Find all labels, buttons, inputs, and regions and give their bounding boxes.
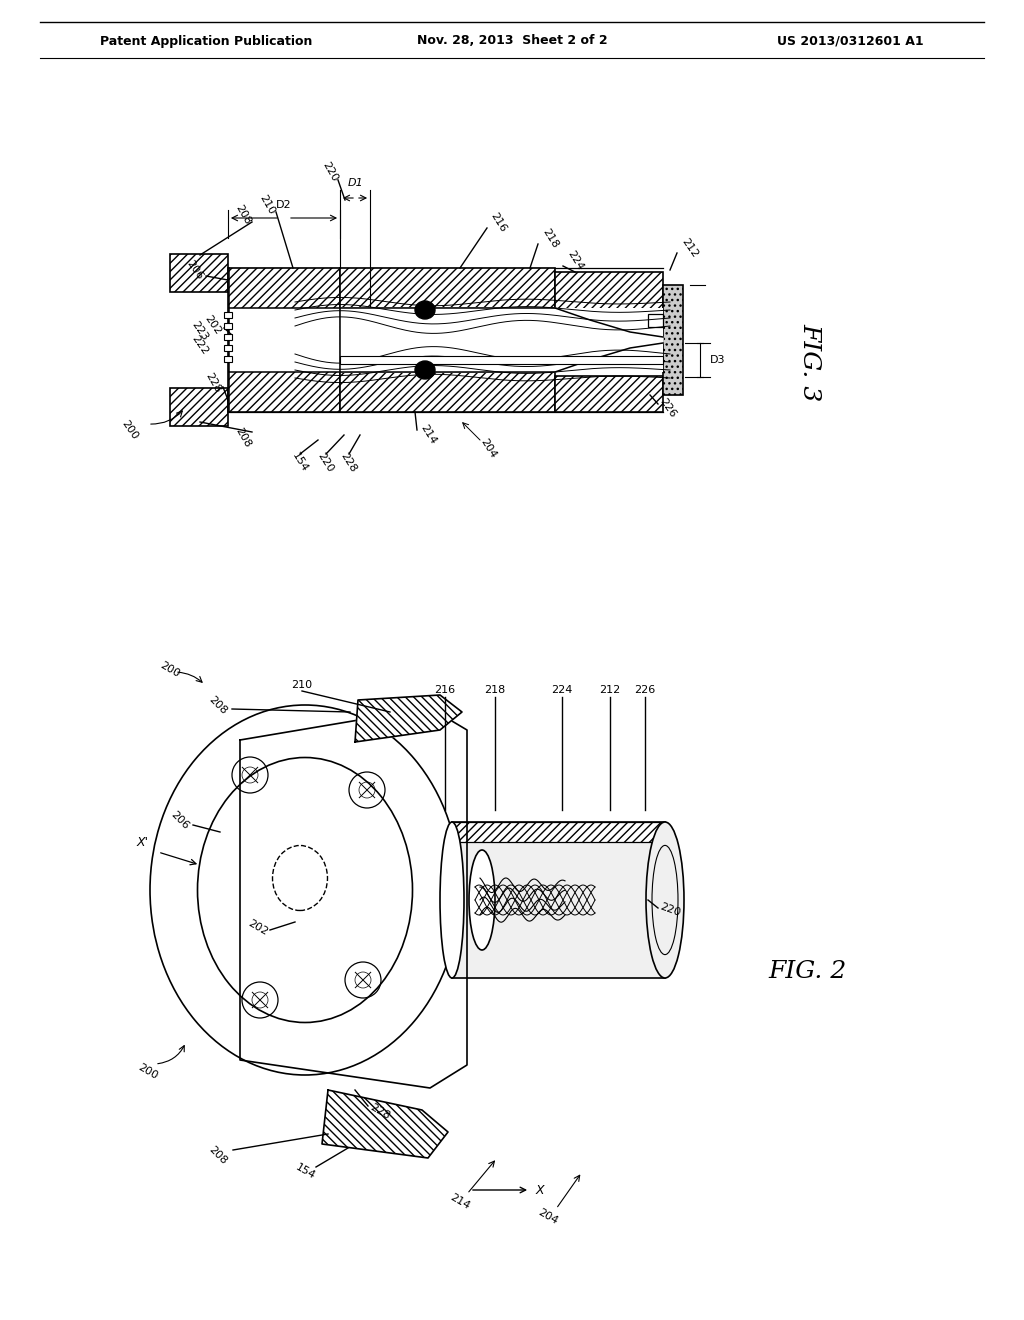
Bar <box>663 285 683 395</box>
Bar <box>340 308 663 372</box>
Bar <box>340 372 555 412</box>
Ellipse shape <box>150 705 460 1074</box>
Text: 154: 154 <box>293 1163 316 1181</box>
Text: 204: 204 <box>478 437 498 459</box>
Text: D2: D2 <box>276 201 292 210</box>
Text: 228: 228 <box>338 450 358 474</box>
Ellipse shape <box>469 850 495 950</box>
Bar <box>170 253 228 292</box>
Ellipse shape <box>646 822 684 978</box>
Text: Nov. 28, 2013  Sheet 2 of 2: Nov. 28, 2013 Sheet 2 of 2 <box>417 34 607 48</box>
Text: 220: 220 <box>321 160 340 183</box>
Text: 228: 228 <box>369 1102 392 1122</box>
Text: 224: 224 <box>551 685 572 696</box>
Text: 226: 226 <box>657 396 678 420</box>
Text: 216: 216 <box>488 210 508 234</box>
Bar <box>340 268 555 308</box>
Text: 200: 200 <box>159 660 181 680</box>
Bar <box>555 272 663 310</box>
Polygon shape <box>322 1090 449 1158</box>
Text: 154: 154 <box>290 450 310 474</box>
Text: US 2013/0312601 A1: US 2013/0312601 A1 <box>777 34 924 48</box>
Text: 228: 228 <box>204 371 222 395</box>
Ellipse shape <box>440 822 464 978</box>
Bar <box>555 376 663 412</box>
Text: 204: 204 <box>537 1208 560 1226</box>
Bar <box>340 268 555 308</box>
Text: 220: 220 <box>315 450 335 474</box>
Polygon shape <box>355 696 462 742</box>
Bar <box>224 356 232 362</box>
Ellipse shape <box>198 758 413 1023</box>
Ellipse shape <box>415 360 435 379</box>
Text: D3: D3 <box>711 355 726 366</box>
Text: 226: 226 <box>635 685 655 696</box>
Text: 222: 222 <box>189 334 210 356</box>
Bar <box>170 388 228 426</box>
Text: 206: 206 <box>185 259 205 281</box>
Bar <box>224 334 232 341</box>
Text: 212: 212 <box>680 236 700 260</box>
Text: 224: 224 <box>565 248 585 272</box>
Bar <box>170 253 228 292</box>
Polygon shape <box>240 708 467 1088</box>
Text: X: X <box>536 1184 545 1196</box>
Bar <box>170 388 228 426</box>
Text: 212: 212 <box>599 685 621 696</box>
Polygon shape <box>340 308 663 372</box>
Bar <box>555 376 663 412</box>
Bar <box>228 268 340 412</box>
Text: 218: 218 <box>484 685 506 696</box>
Text: 214: 214 <box>418 422 438 446</box>
Bar <box>340 356 663 364</box>
Text: 210: 210 <box>292 680 312 690</box>
Text: 208: 208 <box>233 203 253 227</box>
Bar <box>648 314 663 327</box>
Text: 220: 220 <box>658 902 682 919</box>
Text: 210: 210 <box>257 193 276 216</box>
Text: 200: 200 <box>136 1063 160 1081</box>
Bar <box>555 272 663 310</box>
Polygon shape <box>452 822 665 978</box>
Text: 202: 202 <box>247 919 269 937</box>
Text: FIG. 3: FIG. 3 <box>799 323 821 401</box>
Text: 216: 216 <box>434 685 456 696</box>
Bar <box>663 285 683 395</box>
Text: X': X' <box>137 837 150 850</box>
Bar <box>452 822 665 842</box>
Bar <box>452 822 665 842</box>
Bar <box>229 308 339 372</box>
Bar <box>228 268 340 412</box>
Bar <box>224 345 232 351</box>
Ellipse shape <box>415 301 435 319</box>
Text: Patent Application Publication: Patent Application Publication <box>100 34 312 48</box>
Bar <box>224 312 232 318</box>
Text: 218: 218 <box>540 226 560 249</box>
Text: 208: 208 <box>233 426 253 450</box>
Text: 208: 208 <box>207 1144 229 1166</box>
Text: 223: 223 <box>189 319 210 343</box>
Ellipse shape <box>652 845 678 954</box>
Text: 200: 200 <box>120 418 140 441</box>
Ellipse shape <box>272 846 328 911</box>
Text: 202: 202 <box>203 313 223 337</box>
Text: D1: D1 <box>348 178 364 187</box>
Text: 206: 206 <box>169 809 191 832</box>
Bar <box>340 372 555 412</box>
Text: 208: 208 <box>207 694 229 715</box>
Text: FIG. 2: FIG. 2 <box>769 961 847 983</box>
Text: 214: 214 <box>449 1192 472 1212</box>
Bar <box>224 323 232 329</box>
